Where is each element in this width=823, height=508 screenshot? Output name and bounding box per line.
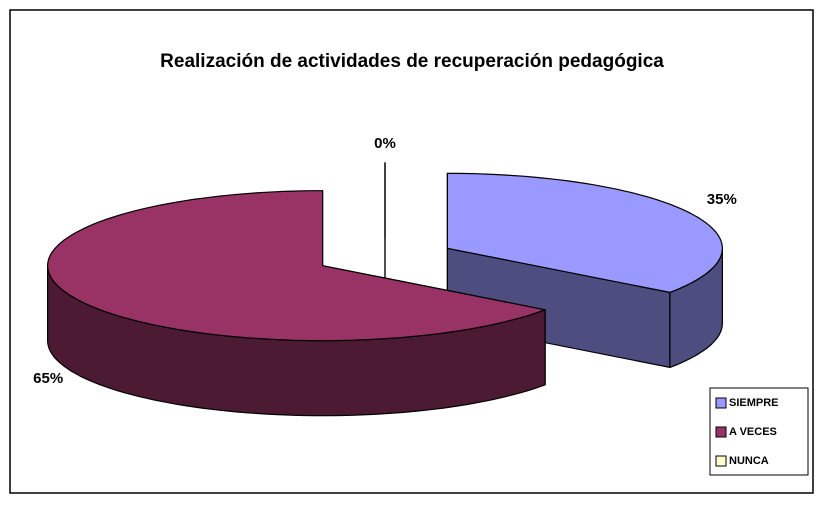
data-label: 65% [33,370,63,387]
slice [47,190,546,342]
legend-label: A VECES [729,426,777,438]
legend-label: SIEMPRE [729,397,779,409]
legend-label: NUNCA [729,455,769,467]
legend-swatch [715,426,727,438]
legend-swatch [715,455,727,467]
chart-title: Realización de actividades de recuperaci… [160,51,664,72]
data-label: 35% [707,191,737,208]
data-label: 0% [374,135,396,152]
legend-swatch [715,397,727,409]
slice [446,172,723,293]
